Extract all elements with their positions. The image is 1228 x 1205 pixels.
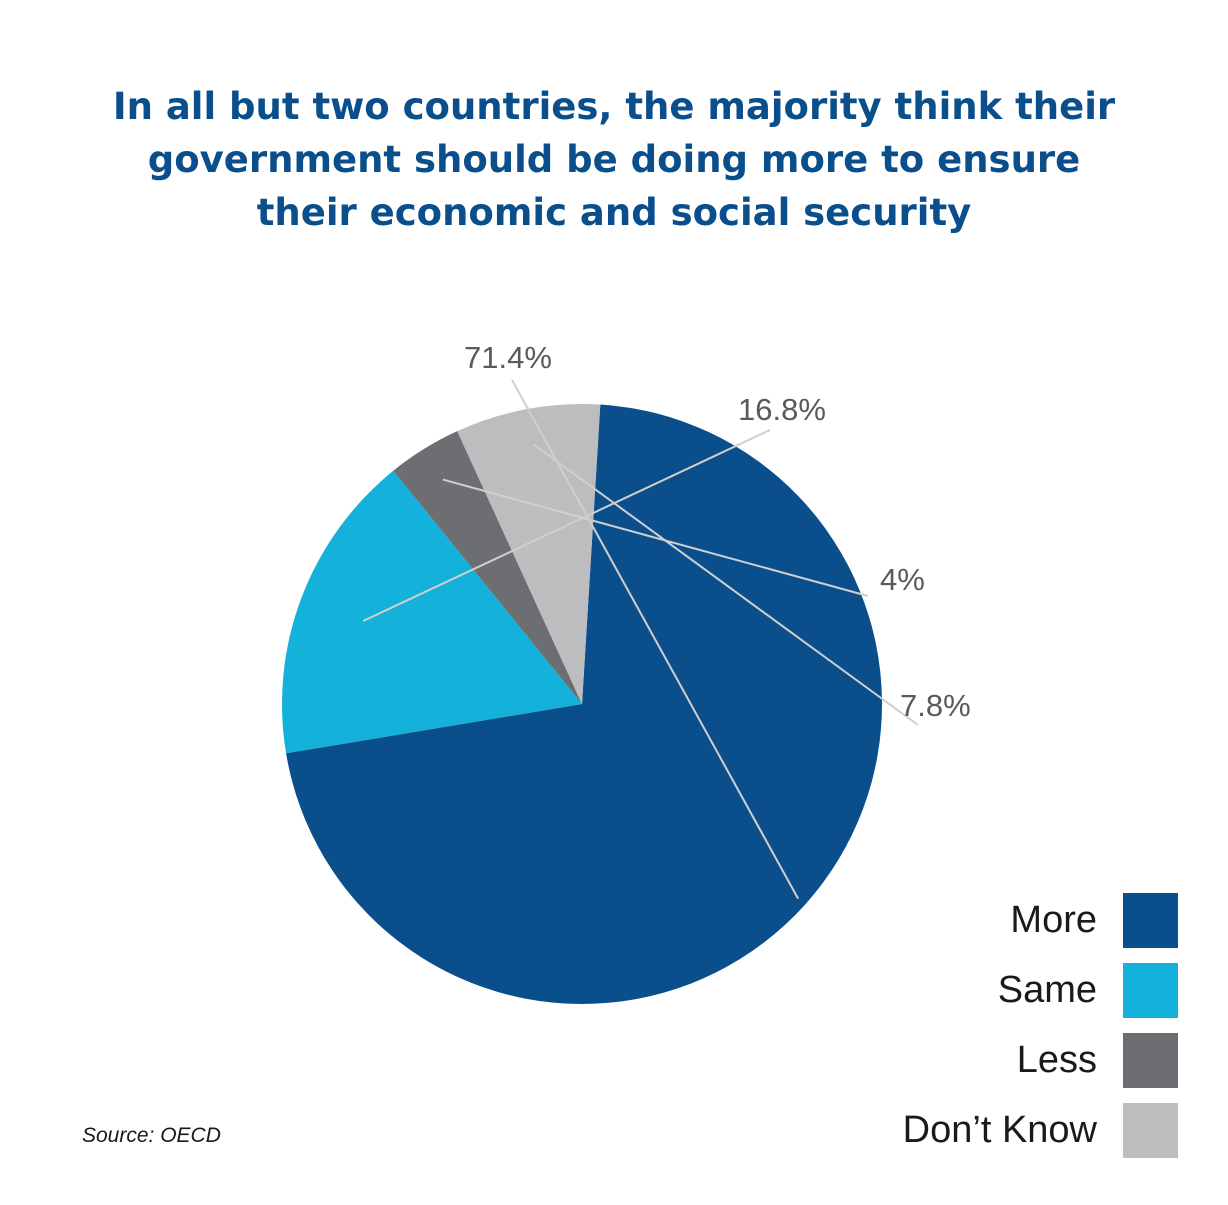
legend-swatch-less <box>1123 1033 1178 1088</box>
legend-swatch-same <box>1123 963 1178 1018</box>
pie-slice-less <box>393 431 582 704</box>
leader-line-don-t-know <box>533 443 919 726</box>
legend-item-dont-know: Don’t Know <box>903 1103 1178 1158</box>
legend: More Same Less Don’t Know <box>903 893 1178 1173</box>
data-label-same: 16.8% <box>738 392 826 427</box>
source-note: Source: OECD <box>82 1124 221 1147</box>
chart-title-line-2: government should be doing more to ensur… <box>147 138 1081 181</box>
legend-swatch-dont-know <box>1123 1103 1178 1158</box>
pie-slice-don-t-know <box>457 404 601 704</box>
legend-swatch-more <box>1123 893 1178 948</box>
leader-line-more <box>511 379 800 900</box>
legend-label-same: Same <box>997 969 1097 1011</box>
legend-label-less: Less <box>1016 1039 1097 1081</box>
leader-line-less <box>442 478 869 597</box>
data-label-less: 4% <box>880 562 925 597</box>
chart-title-line-3: their economic and social security <box>256 191 972 234</box>
data-label-don-t-know: 7.8% <box>900 688 971 723</box>
legend-label-dont-know: Don’t Know <box>902 1109 1097 1151</box>
data-label-more: 71.4% <box>464 340 552 375</box>
pie-labels: 71.4% 16.8% 4% 7.8% <box>362 340 971 900</box>
legend-item-same: Same <box>903 963 1178 1018</box>
chart-title-line-1: In all but two countries, the majority t… <box>112 85 1116 128</box>
pie-slice-same <box>282 470 582 754</box>
pie-slice-more <box>286 404 882 1005</box>
legend-item-less: Less <box>903 1033 1178 1088</box>
chart-title: In all but two countries, the majority t… <box>0 80 1228 239</box>
legend-item-more: More <box>903 893 1178 948</box>
pie-slices <box>282 404 882 1005</box>
leader-line-same <box>362 429 771 622</box>
legend-label-more: More <box>1010 899 1097 941</box>
